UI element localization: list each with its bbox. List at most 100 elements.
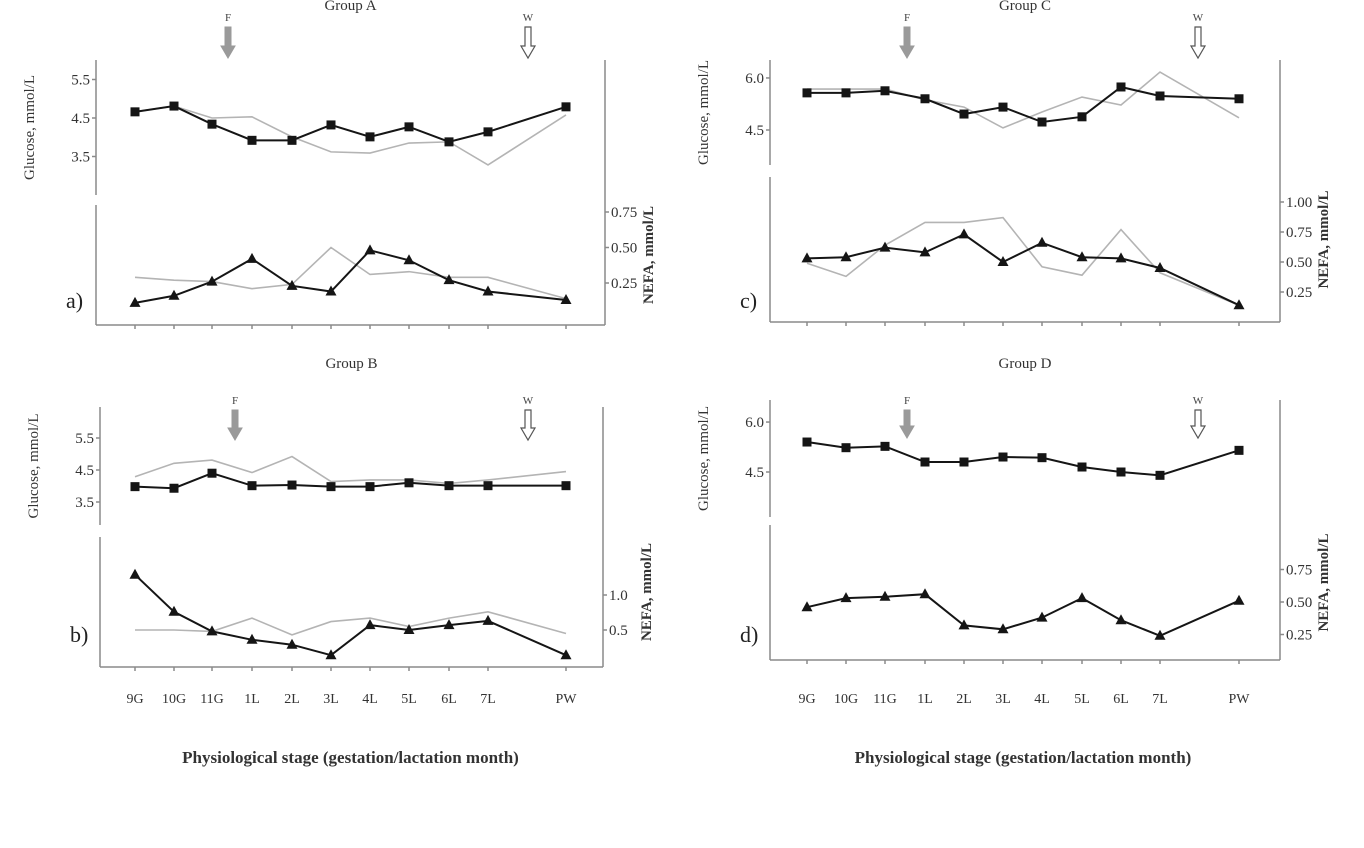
filled-arrow-down-icon (227, 409, 243, 441)
x-tick-label: 6L (1113, 692, 1129, 707)
glucose-data-point-square (404, 478, 414, 488)
glucose-data-point-square (404, 122, 414, 132)
x-tick-label: 7L (1152, 692, 1168, 707)
nefa-data-point-triangle (997, 256, 1009, 266)
nefa-series-line-group (134, 249, 567, 304)
glucose-data-point-square (444, 481, 454, 491)
nefa-data-point-triangle (482, 285, 494, 296)
nefa-data-point-triangle (443, 619, 455, 630)
nefa-tick-label: 1.00 (1286, 195, 1312, 211)
panel-label: c) (740, 288, 757, 313)
nefa-data-point-triangle (801, 601, 813, 612)
nefa-data-point-triangle (997, 623, 1009, 634)
x-tick-label: 2L (956, 692, 972, 707)
weaning-marker-label: W (1193, 12, 1204, 24)
chart-title: Group D (999, 356, 1052, 372)
x-tick-label: 6L (441, 692, 457, 707)
nefa-data-point-triangle (1233, 594, 1245, 605)
x-tick-label: PW (556, 692, 578, 707)
glucose-data-point-square (880, 441, 890, 451)
nefa-tick-label: 0.75 (1286, 225, 1312, 241)
x-tick-label: 3L (995, 692, 1011, 707)
glucose-axis-title: Glucose, mmol/L (696, 60, 712, 165)
nefa-data-point-triangle (1115, 252, 1127, 263)
glucose-data-point-square (959, 457, 969, 467)
glucose-series-line-group (134, 105, 567, 143)
glucose-data-point-square (1155, 91, 1165, 101)
nefa-data-point-triangle (801, 252, 813, 263)
glucose-data-point-square (561, 481, 571, 491)
nefa-data-point-triangle (403, 254, 415, 265)
nefa-data-point-triangle (325, 649, 337, 660)
glucose-series-line-reference (134, 455, 567, 485)
nefa-axis-title: NEFA, mmol/L (1316, 190, 1332, 288)
nefa-series-line-reference (806, 216, 1240, 306)
panel-label: b) (70, 622, 88, 647)
glucose-data-point-square (365, 482, 375, 492)
glucose-tick-label: 3.5 (71, 150, 90, 166)
glucose-tick-label: 5.5 (75, 431, 94, 447)
glucose-data-point-square (841, 443, 851, 453)
panel-label: a) (66, 288, 83, 313)
glucose-data-point-square (1234, 94, 1244, 104)
glucose-data-point-square (169, 483, 179, 493)
feeding-marker-label: F (904, 395, 910, 407)
nefa-data-point-triangle (1115, 614, 1127, 625)
nefa-data-point-triangle (560, 649, 572, 660)
nefa-tick-label: 0.25 (1286, 285, 1312, 301)
glucose-data-point-square (444, 137, 454, 147)
x-tick-label: 9G (798, 692, 815, 707)
glucose-tick-label: 4.5 (745, 123, 764, 139)
nefa-tick-label: 0.25 (611, 276, 637, 292)
glucose-data-point-square (287, 480, 297, 490)
glucose-data-point-square (207, 468, 217, 478)
x-tick-label: 7L (480, 692, 496, 707)
nefa-data-point-triangle (286, 279, 298, 290)
glucose-tick-label: 4.5 (745, 465, 764, 481)
nefa-series-line-reference (135, 610, 567, 636)
glucose-tick-label: 6.0 (745, 415, 764, 431)
nefa-data-point-triangle (840, 251, 852, 262)
glucose-data-point-square (1077, 112, 1087, 122)
glucose-series-line-group (806, 441, 1240, 477)
nefa-tick-label: 0.5 (609, 623, 628, 639)
x-tick-label: 11G (200, 692, 224, 707)
nefa-data-point-triangle (129, 296, 141, 307)
filled-arrow-down-icon (220, 26, 236, 59)
glucose-series-line-reference (807, 71, 1240, 129)
weaning-marker-label: W (1193, 395, 1204, 407)
glucose-data-point-square (561, 102, 571, 112)
chart-panel-group-a: Group A 5.5 4.5 3.5 0.75 0.50 0.25 Glucose, mmo… (22, 0, 657, 329)
glucose-tick-label: 3.5 (75, 495, 94, 511)
x-tick-label: 10G (162, 692, 186, 707)
x-tick-label: 1L (244, 692, 260, 707)
nefa-series-line-reference (134, 246, 567, 300)
nefa-data-point-triangle (168, 605, 180, 616)
nefa-tick-label: 0.75 (1286, 563, 1312, 579)
nefa-data-point-triangle (482, 614, 494, 625)
feeding-marker-label: F (225, 12, 231, 24)
x-tick-label: PW (1229, 692, 1251, 707)
glucose-data-point-square (130, 107, 140, 117)
glucose-data-point-square (998, 452, 1008, 462)
nefa-data-point-triangle (958, 619, 970, 630)
glucose-data-point-square (247, 135, 257, 145)
outline-arrow-down-icon (1189, 409, 1207, 440)
x-axis-title: Physiological stage (gestation/lactation… (855, 748, 1192, 767)
x-tick-label: 5L (1074, 692, 1090, 707)
glucose-data-point-square (287, 135, 297, 145)
x-tick-label: 4L (362, 692, 378, 707)
nefa-data-point-triangle (560, 294, 572, 305)
x-axis-title: Physiological stage (gestation/lactation… (182, 748, 519, 767)
glucose-data-point-square (326, 120, 336, 130)
nefa-tick-label: 0.50 (1286, 255, 1312, 271)
glucose-series-line-group (807, 85, 1240, 124)
nefa-data-point-triangle (919, 588, 931, 599)
chart-title: Group A (324, 0, 376, 14)
glucose-data-point-square (841, 88, 851, 98)
glucose-data-point-square (802, 437, 812, 447)
chart-title: Group B (325, 356, 377, 372)
nefa-tick-label: 0.50 (1286, 595, 1312, 611)
glucose-axis-title: Glucose, mmol/L (26, 414, 42, 519)
nefa-tick-label: 0.50 (611, 241, 637, 257)
